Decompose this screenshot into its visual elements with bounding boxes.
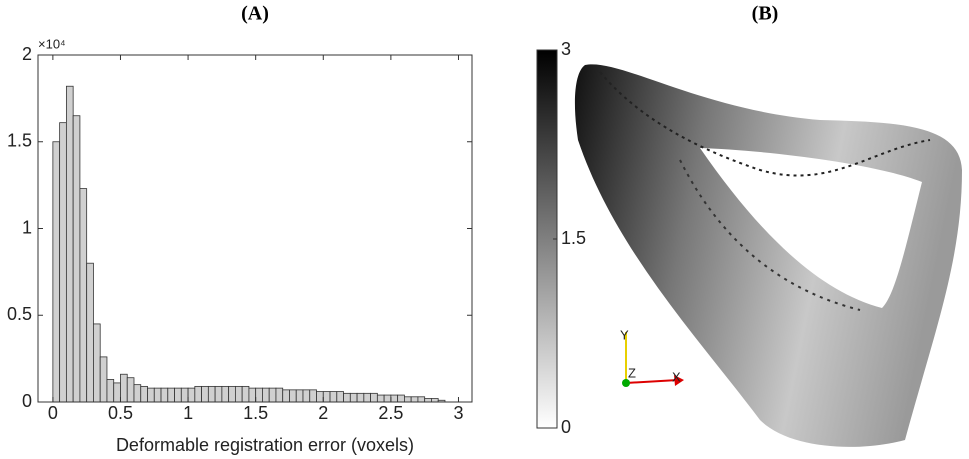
panel-title: (B) — [752, 3, 779, 25]
bar — [275, 387, 284, 403]
bar — [221, 385, 230, 403]
bar — [316, 391, 324, 403]
bar — [106, 379, 115, 403]
bar — [113, 382, 121, 403]
axes-triad — [622, 332, 684, 387]
y-tick-label: 1 — [22, 217, 32, 237]
bar — [180, 387, 189, 403]
triad-z — [622, 379, 630, 387]
y-multiplier: ×10⁴ — [38, 36, 66, 51]
bar — [322, 391, 331, 403]
x-axis-label: Deformable registration error (voxels) — [116, 435, 414, 455]
x-tick-label: 2.5 — [378, 403, 403, 423]
x-tick-label: 1 — [183, 403, 193, 423]
y-tick-label: 1.5 — [7, 131, 32, 151]
shape-surface — [574, 64, 962, 447]
bar — [72, 115, 81, 403]
bar — [431, 398, 439, 403]
bar — [228, 385, 236, 403]
bar — [295, 389, 304, 403]
bar — [93, 323, 101, 403]
shape-edge — [679, 159, 861, 311]
bar — [99, 356, 108, 403]
triad-x — [625, 379, 679, 384]
colorbar-tick-label: 1.5 — [561, 228, 586, 248]
bar — [65, 85, 74, 403]
x-tick-label: 0.5 — [108, 403, 133, 423]
bar — [268, 387, 277, 403]
y-tick-label: 0 — [22, 391, 32, 411]
bar — [349, 392, 358, 403]
x-tick-label: 1.5 — [243, 403, 268, 423]
x-tick-label: 2 — [318, 403, 328, 423]
bar — [147, 387, 155, 403]
bar — [52, 141, 61, 403]
bar — [255, 387, 263, 403]
bar — [194, 385, 202, 403]
bar — [86, 262, 94, 403]
triad-label: Y — [620, 327, 629, 342]
colorbar-tick-label: 3 — [561, 39, 571, 59]
bar — [79, 188, 88, 403]
bar — [417, 396, 426, 403]
bar — [167, 387, 175, 403]
bar — [282, 389, 290, 403]
bar — [397, 394, 405, 403]
bar — [302, 389, 311, 403]
bar — [153, 387, 162, 403]
bar — [234, 385, 243, 403]
x-tick-label: 3 — [453, 403, 463, 423]
bar — [376, 394, 385, 403]
bar — [140, 385, 148, 403]
render-shape — [574, 64, 962, 447]
shape-edge — [599, 71, 931, 177]
bar — [201, 385, 209, 403]
bar — [214, 385, 223, 403]
bar — [356, 392, 365, 403]
bar — [262, 387, 270, 403]
bar — [343, 392, 351, 403]
triad-label: Z — [628, 365, 636, 380]
bar — [289, 389, 297, 403]
bar — [390, 394, 399, 403]
bar — [410, 396, 419, 403]
bar — [133, 384, 142, 403]
bar — [336, 391, 344, 403]
bar — [207, 385, 216, 403]
colorbar-tick-label: 0 — [561, 417, 571, 437]
triad-x-head — [674, 375, 684, 386]
bar — [309, 389, 317, 403]
panel-title: (A) — [241, 3, 269, 25]
x-tick-label: 0 — [48, 403, 58, 423]
bar — [174, 387, 182, 403]
bar — [160, 387, 169, 403]
bar — [403, 396, 412, 403]
y-tick-label: 2 — [22, 44, 32, 64]
bar — [363, 392, 371, 403]
bar — [329, 391, 338, 403]
bar — [370, 392, 378, 403]
bar — [241, 385, 250, 403]
plot-frame — [37, 54, 473, 403]
bar — [126, 377, 135, 403]
bar — [120, 373, 128, 403]
triad-label: X — [672, 369, 681, 384]
bar — [59, 122, 67, 403]
bar — [248, 387, 257, 403]
bar — [424, 398, 432, 403]
y-tick-label: 0.5 — [7, 304, 32, 324]
bar — [187, 387, 196, 403]
bar — [383, 394, 392, 403]
